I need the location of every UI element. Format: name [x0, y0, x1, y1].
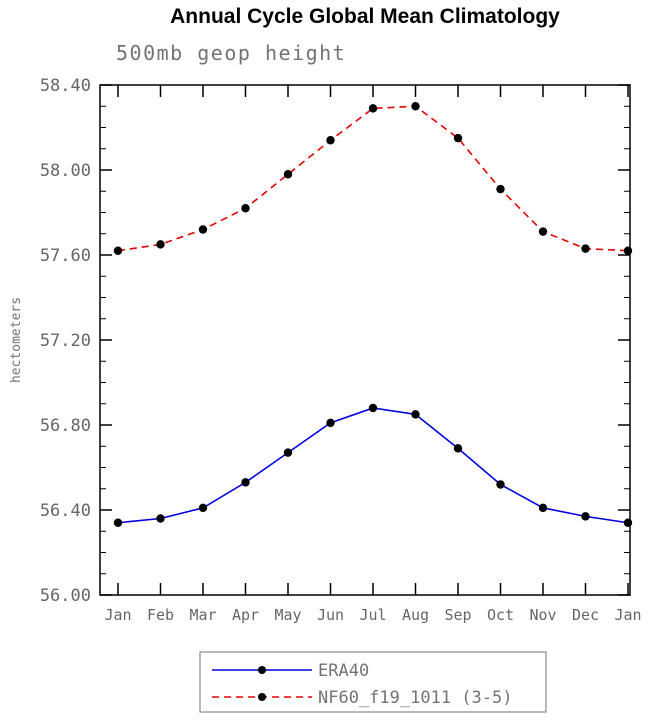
legend-box: [199, 651, 547, 713]
axis-tick-labels: 56.00 56.40 56.80 57.20 57.60 58.00 58.40 Jan Fe…: [40, 76, 642, 624]
x-tick-label: Jul: [359, 606, 386, 624]
y-tick-label: 56.00: [40, 586, 91, 606]
data-point-marker: [283, 448, 293, 457]
data-point-marker: [113, 246, 123, 255]
x-tick-label: Oct: [487, 606, 514, 624]
data-point-marker: [113, 518, 123, 527]
x-tick-label: Dec: [572, 606, 599, 624]
series-line-0: [117, 407, 629, 524]
y-tick-label: 58.00: [40, 161, 91, 181]
data-point-marker: [156, 514, 165, 523]
data-point-marker: [496, 184, 505, 194]
y-tick-label: 56.40: [40, 501, 91, 521]
x-tick-label: Nov: [529, 606, 556, 624]
x-tick-label: Feb: [147, 606, 174, 624]
x-tick-label: Aug: [402, 606, 429, 624]
data-point-marker: [156, 240, 165, 249]
legend-marker-dot: [258, 666, 266, 674]
data-point-marker: [198, 225, 208, 234]
x-tick-label: Apr: [232, 606, 259, 624]
x-tick-label: Mar: [189, 606, 216, 624]
data-point-marker: [283, 170, 293, 179]
y-tick-label: 57.20: [40, 331, 91, 351]
data-point-marker: [368, 104, 378, 113]
x-tick-label: Jan: [614, 606, 641, 624]
data-point-marker: [326, 418, 335, 428]
legend-entry-era40: ERA40: [212, 661, 369, 681]
data-series: [113, 102, 633, 527]
data-point-marker: [241, 204, 250, 213]
data-point-marker: [198, 503, 208, 513]
x-tick-label: Sep: [444, 606, 471, 624]
data-point-marker: [538, 503, 548, 513]
y-minor-ticks: [100, 105, 630, 575]
legend: ERA40 NF60_f19_1011 (3-5): [199, 651, 547, 713]
legend-label-era40: ERA40: [318, 661, 369, 681]
x-tick-label: May: [274, 606, 301, 624]
legend-label-nf60: NF60_f19_1011 (3-5): [318, 688, 512, 708]
data-point-marker: [411, 102, 420, 111]
x-tick-label: Jun: [317, 606, 344, 624]
y-tick-label: 57.60: [40, 246, 91, 266]
data-point-marker: [581, 512, 590, 521]
data-point-marker: [453, 444, 463, 453]
data-point-marker: [368, 403, 378, 413]
data-point-marker: [241, 478, 250, 487]
x-tick-label: Jan: [104, 606, 131, 624]
y-axis-label: hectometers: [9, 297, 24, 383]
data-point-marker: [411, 410, 420, 419]
series-line-1: [117, 105, 629, 252]
data-point-marker: [581, 244, 590, 253]
legend-entry-nf60: NF60_f19_1011 (3-5): [212, 688, 512, 708]
data-point-marker: [326, 136, 335, 145]
legend-marker-dot: [258, 693, 266, 701]
y-tick-label: 58.40: [40, 76, 91, 96]
data-point-marker: [623, 518, 633, 527]
chart-subtitle: 500mb geop height: [116, 41, 346, 65]
data-point-marker: [453, 133, 463, 143]
data-point-marker: [496, 480, 505, 489]
axis-major-ticks: [100, 84, 630, 596]
plot-frame: [99, 84, 631, 596]
data-point-marker: [623, 246, 633, 255]
chart-title: Annual Cycle Global Mean Climatology: [170, 5, 560, 28]
data-point-marker: [538, 227, 548, 236]
y-tick-label: 56.80: [40, 416, 91, 436]
